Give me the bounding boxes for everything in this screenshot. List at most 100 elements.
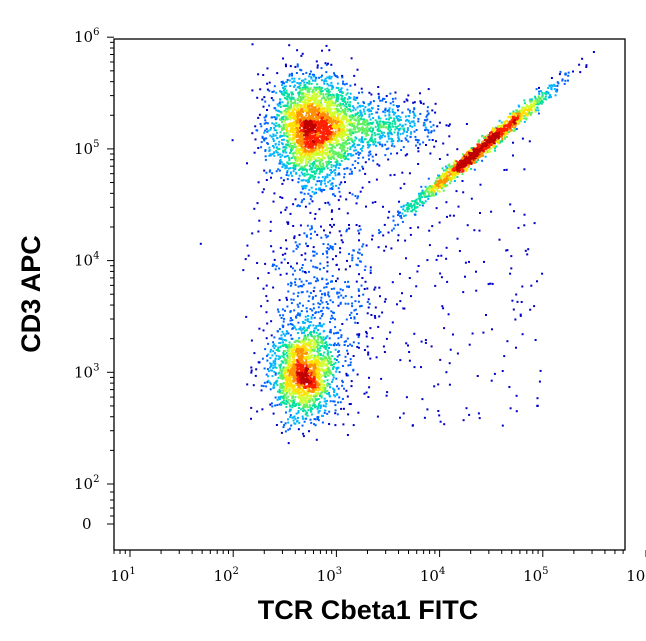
data-point xyxy=(311,150,314,153)
data-point xyxy=(314,87,317,90)
data-point xyxy=(301,332,303,335)
data-point xyxy=(298,169,301,171)
data-point xyxy=(321,414,324,417)
data-point xyxy=(325,132,328,135)
data-point xyxy=(296,359,299,362)
data-point xyxy=(343,173,346,176)
data-point xyxy=(287,418,289,421)
data-point xyxy=(285,296,288,299)
data-point xyxy=(293,104,296,106)
data-point xyxy=(337,361,340,364)
data-point xyxy=(325,363,328,366)
data-point xyxy=(289,322,292,325)
data-point xyxy=(313,423,316,426)
data-point xyxy=(306,161,308,164)
data-point xyxy=(297,321,300,324)
data-point xyxy=(348,142,351,145)
data-point xyxy=(276,103,279,106)
data-point xyxy=(317,398,320,400)
data-point xyxy=(328,130,331,133)
data-point xyxy=(289,85,292,87)
data-point xyxy=(534,97,537,100)
data-point xyxy=(316,157,319,160)
data-point xyxy=(295,172,298,175)
data-point xyxy=(319,170,322,172)
data-point xyxy=(306,138,309,141)
data-point xyxy=(324,182,326,185)
data-point xyxy=(291,174,294,177)
data-point xyxy=(304,413,307,416)
data-point xyxy=(288,115,291,118)
data-point xyxy=(323,79,326,82)
data-point xyxy=(307,118,310,120)
data-point xyxy=(278,398,281,401)
data-point xyxy=(334,100,337,103)
data-point xyxy=(297,347,300,350)
data-point xyxy=(306,155,309,158)
data-point xyxy=(302,435,305,438)
data-point xyxy=(288,361,290,364)
data-point xyxy=(271,153,274,156)
data-point xyxy=(310,123,313,126)
data-point xyxy=(346,129,348,132)
data-point xyxy=(326,131,329,134)
data-point xyxy=(326,108,329,111)
data-point xyxy=(329,386,332,389)
data-point xyxy=(325,357,327,360)
data-point xyxy=(280,135,283,137)
data-point xyxy=(328,49,331,52)
data-point xyxy=(306,90,309,93)
data-point xyxy=(313,136,316,139)
data-point xyxy=(305,157,308,160)
data-point xyxy=(302,432,305,435)
data-point xyxy=(301,417,304,420)
data-point xyxy=(274,372,277,375)
data-point xyxy=(292,121,295,124)
data-point xyxy=(275,116,278,119)
data-point xyxy=(286,368,289,370)
data-point xyxy=(385,95,388,97)
data-point xyxy=(320,394,323,397)
data-point xyxy=(325,117,328,120)
data-point xyxy=(327,155,330,158)
data-point xyxy=(282,118,285,121)
data-point xyxy=(530,106,533,109)
data-point xyxy=(335,164,338,167)
data-point xyxy=(310,135,313,138)
data-point xyxy=(308,366,311,369)
data-point xyxy=(317,410,320,413)
data-point xyxy=(303,198,305,201)
data-point xyxy=(264,119,267,122)
data-point xyxy=(315,191,318,194)
data-point xyxy=(337,87,340,90)
data-point xyxy=(296,86,299,89)
data-point xyxy=(274,142,277,145)
data-point xyxy=(326,399,328,402)
data-point xyxy=(289,145,292,148)
data-point xyxy=(308,379,311,382)
data-point xyxy=(296,368,299,371)
data-point xyxy=(298,381,301,383)
data-point xyxy=(295,351,297,354)
data-point xyxy=(328,410,331,413)
data-point xyxy=(306,149,309,152)
data-point xyxy=(516,119,519,121)
data-point xyxy=(300,329,303,332)
data-point xyxy=(322,95,325,98)
data-point xyxy=(304,100,307,103)
data-point xyxy=(313,149,316,152)
data-point xyxy=(285,411,287,414)
data-point xyxy=(326,390,329,392)
data-point xyxy=(304,143,307,146)
data-point xyxy=(312,390,315,393)
data-point xyxy=(305,417,308,420)
data-point xyxy=(324,371,327,374)
data-point xyxy=(297,351,300,354)
data-point xyxy=(334,166,337,169)
data-point xyxy=(334,142,337,145)
data-point xyxy=(322,381,325,384)
data-point xyxy=(292,371,295,373)
data-point xyxy=(274,357,277,360)
data-point xyxy=(293,156,296,159)
data-point xyxy=(294,373,297,376)
